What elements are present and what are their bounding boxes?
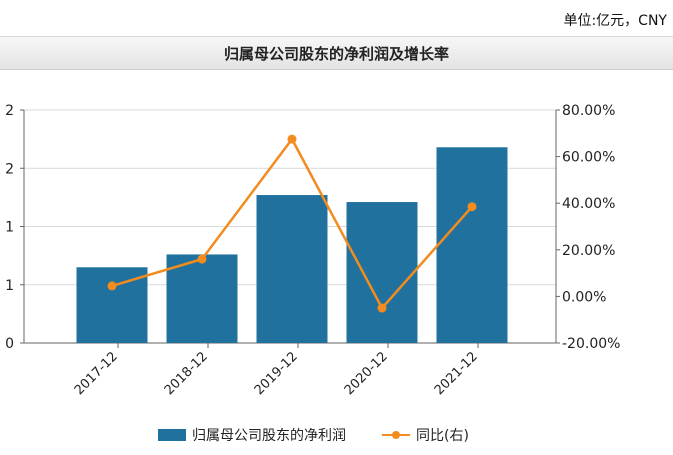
legend-label-line: 同比(右) — [416, 428, 469, 444]
growth-point — [287, 134, 297, 144]
chart-title-bar: 归属母公司股东的净利润及增长率 — [0, 36, 673, 70]
right-tick-label: 80.00% — [562, 103, 615, 119]
right-tick-label: 20.00% — [562, 243, 615, 259]
x-tick-label: 2020-12 — [342, 349, 391, 398]
right-tick-label: 0.00% — [562, 289, 606, 305]
left-tick-label: 2 — [5, 161, 14, 177]
right-tick-label: 40.00% — [562, 196, 615, 212]
chart-title: 归属母公司股东的净利润及增长率 — [223, 45, 449, 63]
legend-swatch-line — [382, 429, 410, 441]
x-tick-label: 2017-12 — [72, 349, 121, 398]
growth-point — [107, 281, 117, 291]
x-tick-label: 2021-12 — [432, 349, 481, 398]
growth-point — [197, 254, 207, 264]
legend-label-bar: 归属母公司股东的净利润 — [192, 428, 346, 444]
left-tick-label: 0 — [5, 336, 14, 352]
unit-label: 单位:亿元，CNY — [563, 13, 667, 29]
left-tick-label: 1 — [5, 278, 14, 294]
left-tick-label: 1 — [5, 220, 14, 236]
legend-swatch-bar — [158, 429, 186, 441]
left-tick-label: 2 — [5, 103, 14, 119]
x-tick-label: 2018-12 — [162, 349, 211, 398]
right-tick-label: -20.00% — [562, 336, 620, 352]
legend-item-line[interactable]: 同比(右) — [382, 425, 469, 445]
x-tick-label: 2019-12 — [252, 349, 301, 398]
bar — [256, 195, 328, 343]
bar — [436, 147, 508, 343]
bar — [166, 254, 238, 343]
legend-item-bar[interactable]: 归属母公司股东的净利润 — [158, 425, 346, 445]
chart-area: 0 1 1 2 2 -20.00% 0.00% 20.00% 40.00% 60.00% 80.00… — [5, 103, 620, 398]
growth-point — [377, 303, 387, 313]
bar — [346, 202, 418, 343]
growth-point — [467, 202, 477, 212]
right-tick-label: 60.00% — [562, 150, 615, 166]
